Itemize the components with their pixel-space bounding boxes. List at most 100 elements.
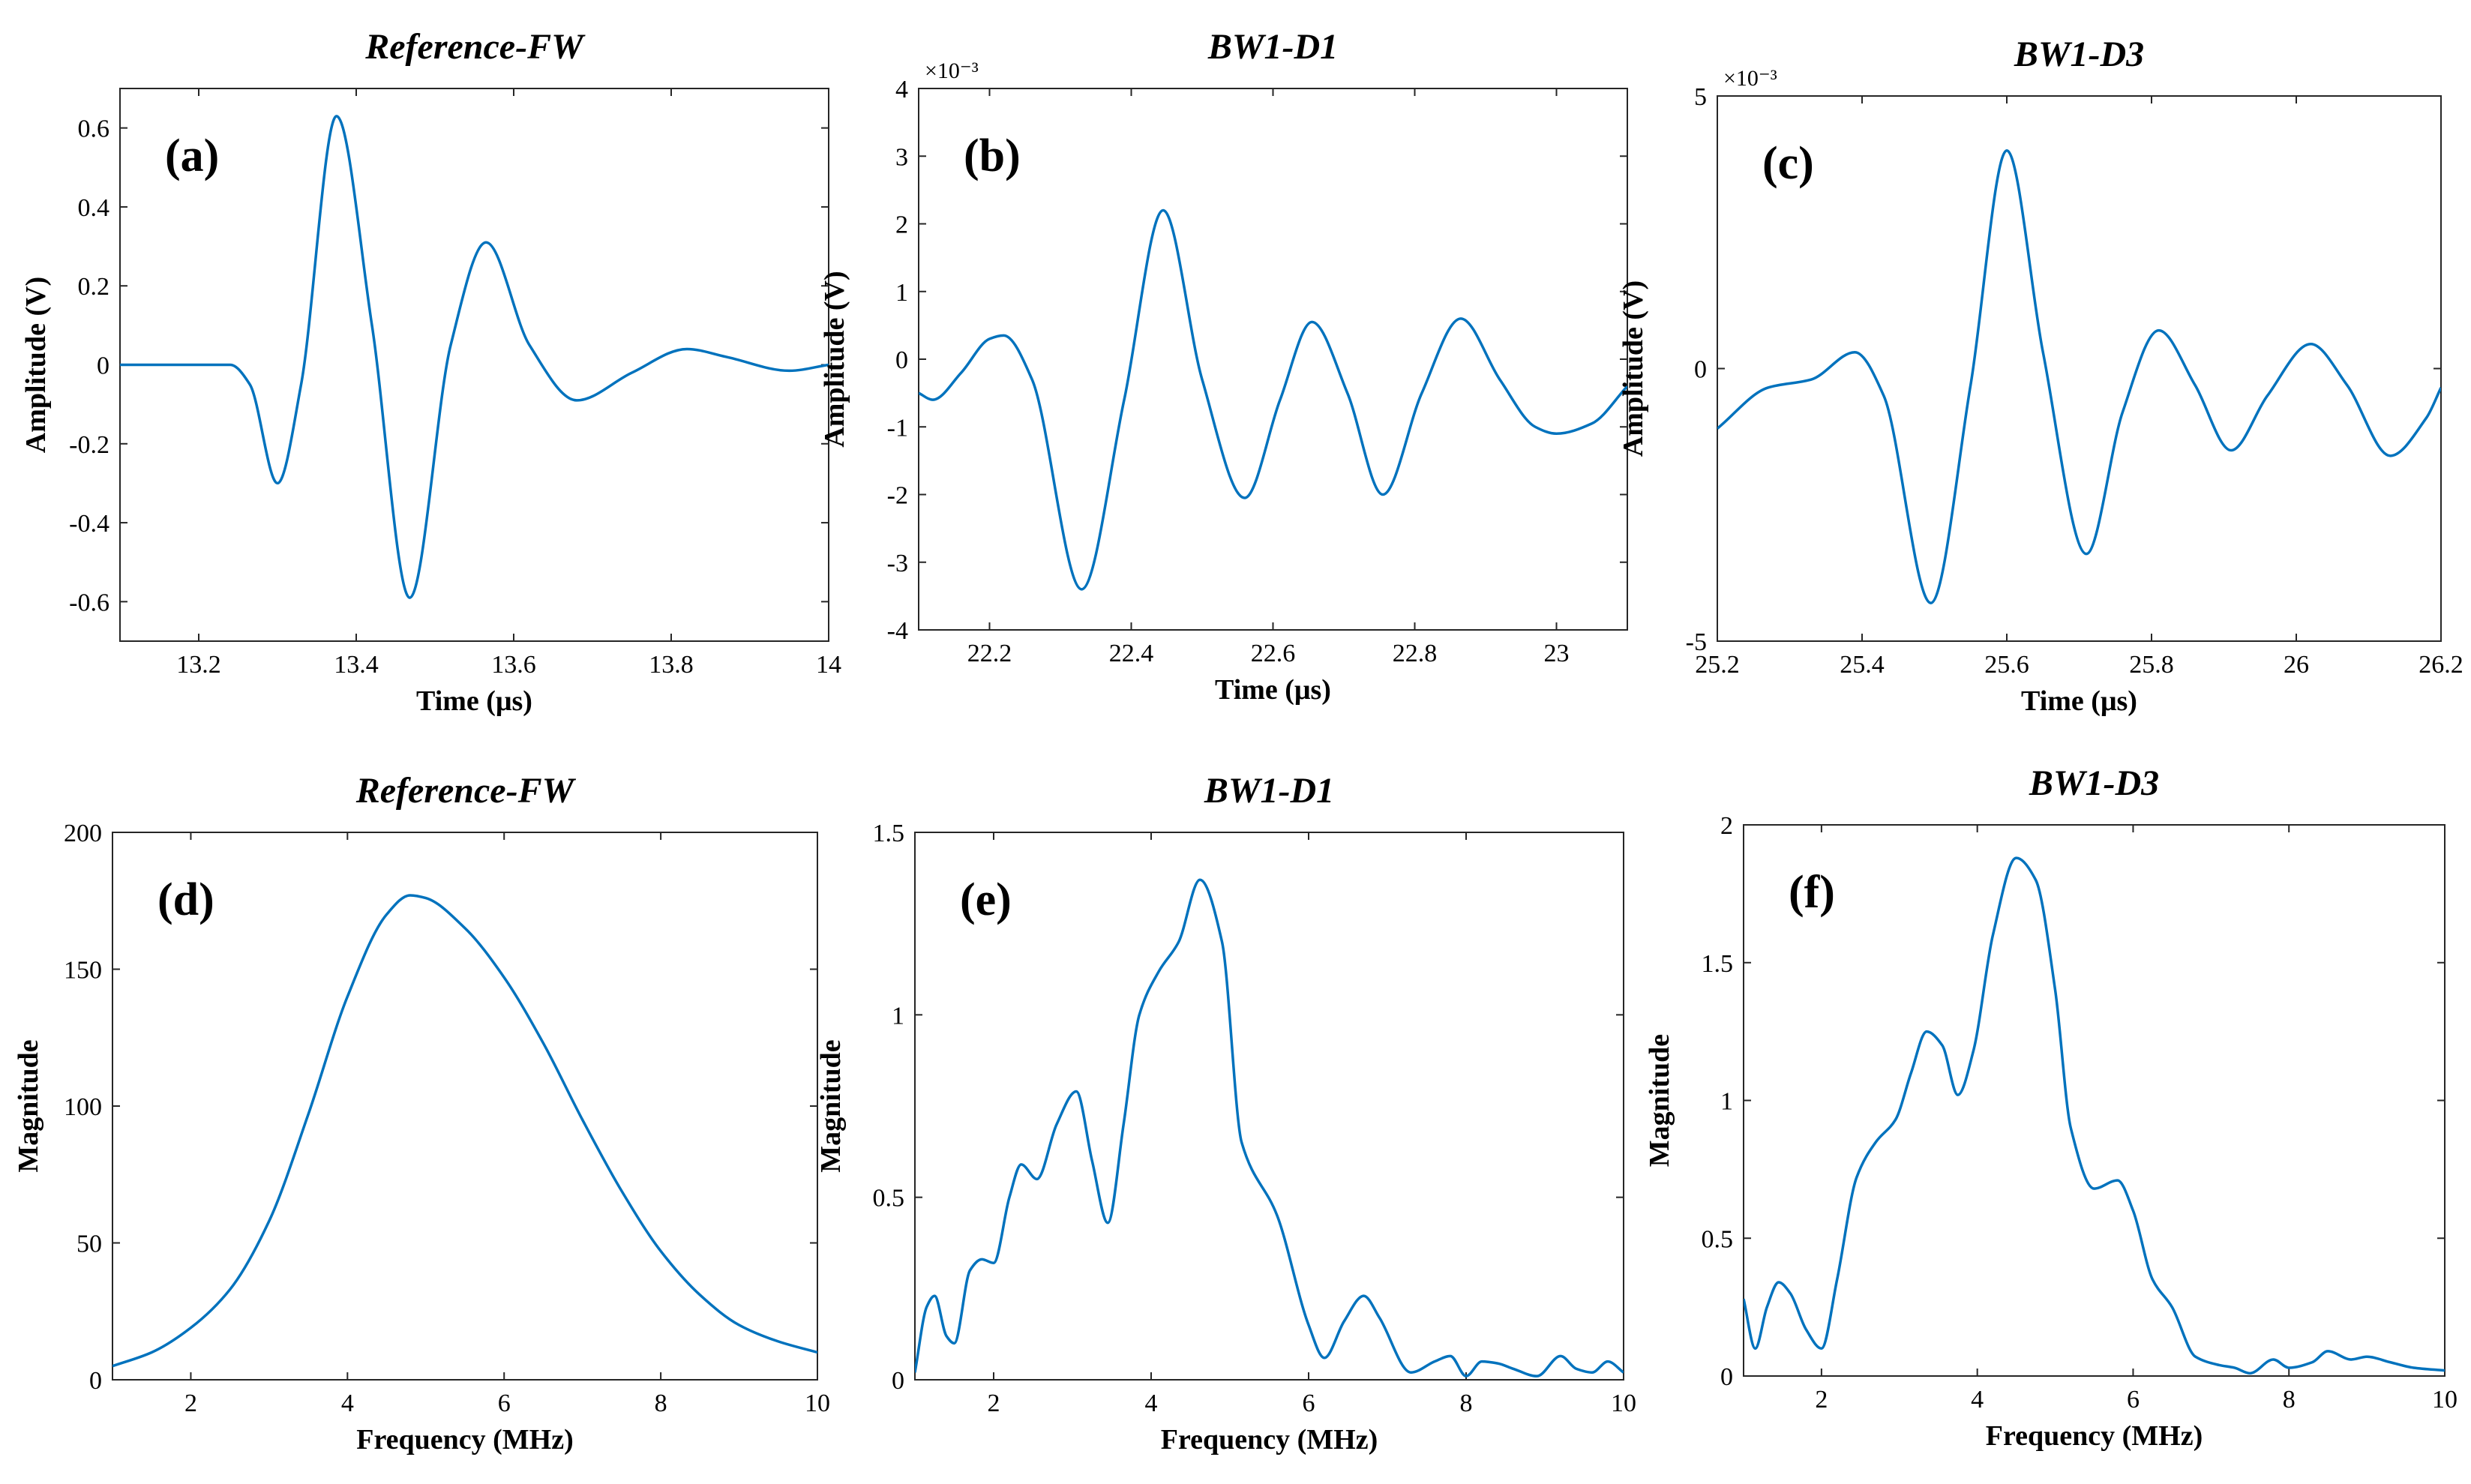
x-axis-label: Time (μs): [416, 685, 532, 717]
x-tick-label: 6: [1303, 1390, 1315, 1417]
x-axis-label: Frequency (MHz): [1986, 1420, 2203, 1452]
y-tick-label: 4: [895, 76, 908, 103]
x-tick-label: 14: [816, 651, 841, 679]
x-tick-label: 10: [2432, 1386, 2458, 1414]
x-tick-label: 10: [1611, 1390, 1636, 1417]
x-tick-label: 6: [2127, 1386, 2140, 1414]
y-axis-label: Magnitude: [1644, 1034, 1675, 1167]
chart-panel-4: 2 4 6 8 10050100150200Reference-FWFrequency …: [13, 771, 830, 1456]
y-tick-label: 0: [97, 352, 109, 380]
y-tick-label: 0: [1694, 356, 1707, 384]
series-line: [919, 208, 1627, 591]
panel-label: (f): [1789, 867, 1835, 918]
x-tick-label: 13.2: [176, 651, 221, 679]
chart-panel-6: 2 4 6 8 10 0 0.5 1 1.5 2 BW1-D3 Frequency (MHz) Magn…: [1644, 763, 2458, 1452]
axes-box: [119, 88, 829, 642]
x-tick-label: 13.4: [334, 651, 379, 679]
x-tick-label: 2: [988, 1390, 1000, 1417]
x-axis-label: Time (μs): [2021, 685, 2137, 717]
y-tick-label: 150: [64, 957, 102, 985]
x-tick-label: 13.6: [491, 651, 536, 679]
x-tick-label: 23: [1544, 640, 1570, 667]
y-tick-label: 1.5: [873, 820, 905, 847]
x-tick-label: 4: [1145, 1390, 1158, 1417]
y-tick-label: 1: [892, 1002, 904, 1030]
panel-label: (e): [960, 874, 1012, 925]
x-axis-label: Frequency (MHz): [1161, 1424, 1378, 1456]
y-tick-label: -5: [1686, 628, 1707, 656]
y-tick-label: -1: [887, 414, 908, 442]
axes-box: [1743, 824, 2446, 1377]
panel-label: (c): [1762, 138, 1814, 189]
panel-label: (a): [165, 130, 219, 181]
x-tick-label: 25.6: [1984, 651, 2029, 679]
chart-title: Reference-FW: [355, 771, 577, 811]
y-tick-label: 2: [895, 211, 908, 239]
y-tick-label: 2: [1720, 812, 1733, 840]
chart-title: BW1-D3: [2029, 763, 2159, 803]
x-tick-label: 2: [1815, 1386, 1828, 1414]
y-tick-label: -0.6: [69, 589, 109, 616]
panel-label: (b): [964, 130, 1021, 181]
x-axis-label: Frequency (MHz): [356, 1424, 574, 1456]
x-tick-label: 8: [655, 1390, 667, 1417]
x-tick-label: 4: [341, 1390, 354, 1417]
series-line: [112, 894, 817, 1368]
x-tick-label: 8: [2283, 1386, 2296, 1414]
y-tick-label: 0: [892, 1367, 904, 1395]
y-tick-label: 0.5: [1702, 1225, 1734, 1253]
x-tick-label: 25.4: [1840, 651, 1885, 679]
x-tick-label: 25.2: [1695, 651, 1740, 679]
x-tick-label: 25.8: [2129, 651, 2174, 679]
y-tick-label: 200: [64, 820, 102, 847]
y-tick-label: 1: [1720, 1088, 1733, 1116]
y-tick-label: 1: [895, 279, 908, 307]
y-tick-label: 5: [1694, 83, 1707, 111]
x-tick-label: 22.6: [1251, 640, 1296, 667]
x-tick-label: 10: [805, 1390, 830, 1417]
chart-title: Reference-FW: [364, 27, 586, 67]
series-line: [120, 115, 829, 599]
y-tick-label: 0.4: [78, 194, 110, 222]
axes-box: [914, 832, 1624, 1381]
y-tick-label: -3: [887, 550, 908, 577]
chart-title: BW1-D1: [1207, 27, 1338, 67]
y-tick-label: 1.5: [1702, 950, 1734, 978]
y-tick-label: 100: [64, 1093, 102, 1121]
x-tick-label: 22.4: [1109, 640, 1154, 667]
chart-title: BW1-D3: [2014, 34, 2144, 74]
chart-panel-2: 22.2 22.4 22.6 22.8 23-4-3-2-101234×10⁻³BW1-…: [819, 27, 1628, 706]
y-axis-label: Magnitude: [815, 1039, 847, 1172]
y-tick-label: 0: [1720, 1363, 1733, 1391]
series-line: [1744, 856, 2445, 1375]
y-exponent-label: ×10⁻³: [1723, 66, 1777, 91]
x-tick-label: 6: [498, 1390, 511, 1417]
y-tick-label: 0.2: [78, 273, 110, 301]
axes-box: [1717, 95, 2442, 642]
x-tick-label: 8: [1460, 1390, 1473, 1417]
y-axis-label: Amplitude (V): [1618, 280, 1649, 457]
series-line: [915, 878, 1624, 1378]
x-tick-label: 22.8: [1393, 640, 1438, 667]
y-tick-label: 0: [895, 346, 908, 374]
y-tick-label: -0.2: [69, 431, 109, 459]
panel-label: (d): [157, 874, 214, 925]
y-axis-label: Amplitude (V): [20, 277, 52, 453]
chart-panel-5: 2 4 6 8 10 0 0.5 1 1.5 BW1-D1 Frequency (MHz) Magni…: [815, 771, 1636, 1456]
x-axis-label: Time (μs): [1215, 674, 1331, 706]
x-tick-label: 26.2: [2419, 651, 2464, 679]
y-axis-label: Amplitude (V): [819, 271, 850, 447]
series-line: [1717, 148, 2441, 604]
chart-panel-1: 13.2 13.4 13.6 13.8 14 -0.6 -0.4 -0.2 0 0.2 0.4 0.6…: [20, 27, 841, 717]
chart-panel-3: 25.2 25.4 25.6 25.8 26 26.2 -5 0 5 ×10⁻³ BW1-D3 Tim…: [1618, 34, 2464, 717]
axes-box: [918, 88, 1628, 631]
y-tick-label: 0.6: [78, 115, 110, 143]
y-tick-label: -0.4: [69, 510, 109, 538]
x-tick-label: 26: [2284, 651, 2309, 679]
axes-box: [112, 832, 818, 1381]
x-tick-label: 2: [184, 1390, 197, 1417]
y-tick-label: 0.5: [873, 1185, 905, 1213]
y-tick-label: 0: [89, 1367, 102, 1395]
y-tick-label: 3: [895, 143, 908, 171]
